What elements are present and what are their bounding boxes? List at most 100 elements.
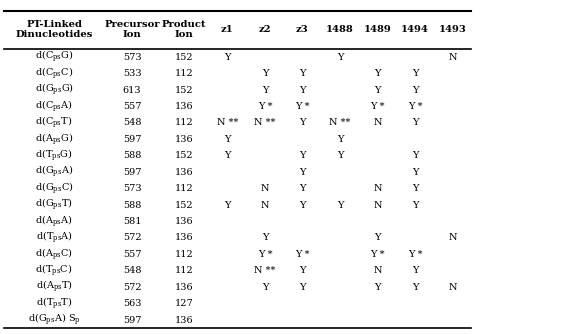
Text: 112: 112 bbox=[175, 250, 193, 259]
Text: Y: Y bbox=[299, 86, 306, 95]
Text: Y: Y bbox=[224, 135, 230, 144]
Text: d(G$_{\mathregular{ps}}$A): d(G$_{\mathregular{ps}}$A) bbox=[35, 164, 74, 180]
Text: Y: Y bbox=[412, 184, 419, 193]
Text: 1493: 1493 bbox=[439, 25, 467, 34]
Text: N **: N ** bbox=[329, 118, 351, 127]
Text: Y: Y bbox=[337, 200, 343, 209]
Text: Y *: Y * bbox=[408, 250, 422, 259]
Text: Y *: Y * bbox=[295, 102, 310, 111]
Text: d(A$_{\mathregular{ps}}$G): d(A$_{\mathregular{ps}}$G) bbox=[35, 131, 74, 148]
Text: 597: 597 bbox=[123, 316, 141, 325]
Text: Y *: Y * bbox=[258, 102, 272, 111]
Text: z2: z2 bbox=[259, 25, 272, 34]
Text: N: N bbox=[373, 266, 382, 275]
Text: Y: Y bbox=[299, 118, 306, 127]
Text: 588: 588 bbox=[123, 151, 141, 160]
Text: 152: 152 bbox=[175, 53, 193, 62]
Text: Y: Y bbox=[412, 266, 419, 275]
Text: 152: 152 bbox=[175, 200, 193, 209]
Text: N: N bbox=[373, 200, 382, 209]
Text: d(C$_{\mathregular{ps}}$G): d(C$_{\mathregular{ps}}$G) bbox=[35, 49, 74, 65]
Text: Y: Y bbox=[412, 168, 419, 177]
Text: Y *: Y * bbox=[371, 102, 385, 111]
Text: d(T$_{\mathregular{ps}}$A): d(T$_{\mathregular{ps}}$A) bbox=[36, 230, 72, 246]
Text: d(G$_{\mathregular{ps}}$A) S$_{\mathregular{p}}$: d(G$_{\mathregular{ps}}$A) S$_{\mathregu… bbox=[28, 312, 80, 328]
Text: d(G$_{\mathregular{ps}}$T): d(G$_{\mathregular{ps}}$T) bbox=[35, 197, 73, 213]
Text: Y: Y bbox=[412, 283, 419, 292]
Text: d(T$_{\mathregular{ps}}$T): d(T$_{\mathregular{ps}}$T) bbox=[36, 296, 72, 312]
Text: Y: Y bbox=[224, 53, 230, 62]
Text: 548: 548 bbox=[123, 266, 141, 275]
Text: PT-Linked
Dinucleotides: PT-Linked Dinucleotides bbox=[16, 20, 93, 39]
Text: 136: 136 bbox=[175, 283, 193, 292]
Text: Y *: Y * bbox=[295, 250, 310, 259]
Text: Y: Y bbox=[299, 151, 306, 160]
Text: 573: 573 bbox=[123, 184, 141, 193]
Text: 573: 573 bbox=[123, 53, 141, 62]
Text: 112: 112 bbox=[175, 69, 193, 78]
Text: Y: Y bbox=[412, 151, 419, 160]
Text: Y: Y bbox=[375, 233, 381, 242]
Text: Y: Y bbox=[337, 135, 343, 144]
Text: 597: 597 bbox=[123, 168, 141, 177]
Text: 112: 112 bbox=[175, 118, 193, 127]
Text: Y: Y bbox=[299, 184, 306, 193]
Text: Y: Y bbox=[337, 151, 343, 160]
Text: N: N bbox=[448, 283, 457, 292]
Text: N: N bbox=[373, 118, 382, 127]
Text: 572: 572 bbox=[123, 283, 141, 292]
Text: 557: 557 bbox=[123, 102, 141, 111]
Text: Y: Y bbox=[412, 86, 419, 95]
Text: z3: z3 bbox=[296, 25, 309, 34]
Text: 152: 152 bbox=[175, 86, 193, 95]
Text: Y: Y bbox=[299, 200, 306, 209]
Text: 581: 581 bbox=[123, 217, 141, 226]
Text: d(A$_{\mathregular{ps}}$C): d(A$_{\mathregular{ps}}$C) bbox=[35, 246, 73, 263]
Text: Y: Y bbox=[412, 118, 419, 127]
Text: 613: 613 bbox=[123, 86, 141, 95]
Text: N: N bbox=[448, 233, 457, 242]
Text: 588: 588 bbox=[123, 200, 141, 209]
Text: Y *: Y * bbox=[258, 250, 272, 259]
Text: Y: Y bbox=[262, 69, 268, 78]
Text: Y: Y bbox=[299, 266, 306, 275]
Text: 136: 136 bbox=[175, 316, 193, 325]
Text: d(G$_{\mathregular{ps}}$C): d(G$_{\mathregular{ps}}$C) bbox=[35, 180, 74, 197]
Text: d(T$_{\mathregular{ps}}$G): d(T$_{\mathregular{ps}}$G) bbox=[35, 148, 73, 164]
Text: d(G$_{\mathregular{ps}}$G): d(G$_{\mathregular{ps}}$G) bbox=[35, 82, 74, 98]
Text: Y: Y bbox=[224, 200, 230, 209]
Text: 572: 572 bbox=[123, 233, 141, 242]
Text: d(A$_{\mathregular{ps}}$T): d(A$_{\mathregular{ps}}$T) bbox=[36, 279, 72, 296]
Text: N **: N ** bbox=[217, 118, 238, 127]
Text: z1: z1 bbox=[221, 25, 234, 34]
Text: Y: Y bbox=[375, 283, 381, 292]
Text: 136: 136 bbox=[175, 135, 193, 144]
Text: d(C$_{\mathregular{ps}}$T): d(C$_{\mathregular{ps}}$T) bbox=[35, 115, 73, 131]
Text: Y: Y bbox=[375, 86, 381, 95]
Text: d(C$_{\mathregular{ps}}$A): d(C$_{\mathregular{ps}}$A) bbox=[35, 98, 73, 115]
Text: 1488: 1488 bbox=[326, 25, 354, 34]
Text: Y: Y bbox=[412, 69, 419, 78]
Text: 152: 152 bbox=[175, 151, 193, 160]
Text: N: N bbox=[373, 184, 382, 193]
Text: Y: Y bbox=[224, 151, 230, 160]
Text: Y: Y bbox=[299, 283, 306, 292]
Text: Y: Y bbox=[262, 283, 268, 292]
Text: 1494: 1494 bbox=[401, 25, 429, 34]
Text: d(C$_{\mathregular{ps}}$C): d(C$_{\mathregular{ps}}$C) bbox=[35, 65, 74, 82]
Text: 112: 112 bbox=[175, 266, 193, 275]
Text: Y *: Y * bbox=[371, 250, 385, 259]
Text: Y: Y bbox=[299, 168, 306, 177]
Text: 533: 533 bbox=[123, 69, 141, 78]
Text: d(A$_{\mathregular{ps}}$A): d(A$_{\mathregular{ps}}$A) bbox=[35, 213, 73, 230]
Text: 563: 563 bbox=[123, 299, 141, 308]
Text: Y: Y bbox=[412, 200, 419, 209]
Text: 136: 136 bbox=[175, 102, 193, 111]
Text: 1489: 1489 bbox=[364, 25, 391, 34]
Text: Y: Y bbox=[337, 53, 343, 62]
Text: N: N bbox=[261, 184, 269, 193]
Text: Y: Y bbox=[262, 233, 268, 242]
Text: N: N bbox=[448, 53, 457, 62]
Text: 136: 136 bbox=[175, 217, 193, 226]
Text: 597: 597 bbox=[123, 135, 141, 144]
